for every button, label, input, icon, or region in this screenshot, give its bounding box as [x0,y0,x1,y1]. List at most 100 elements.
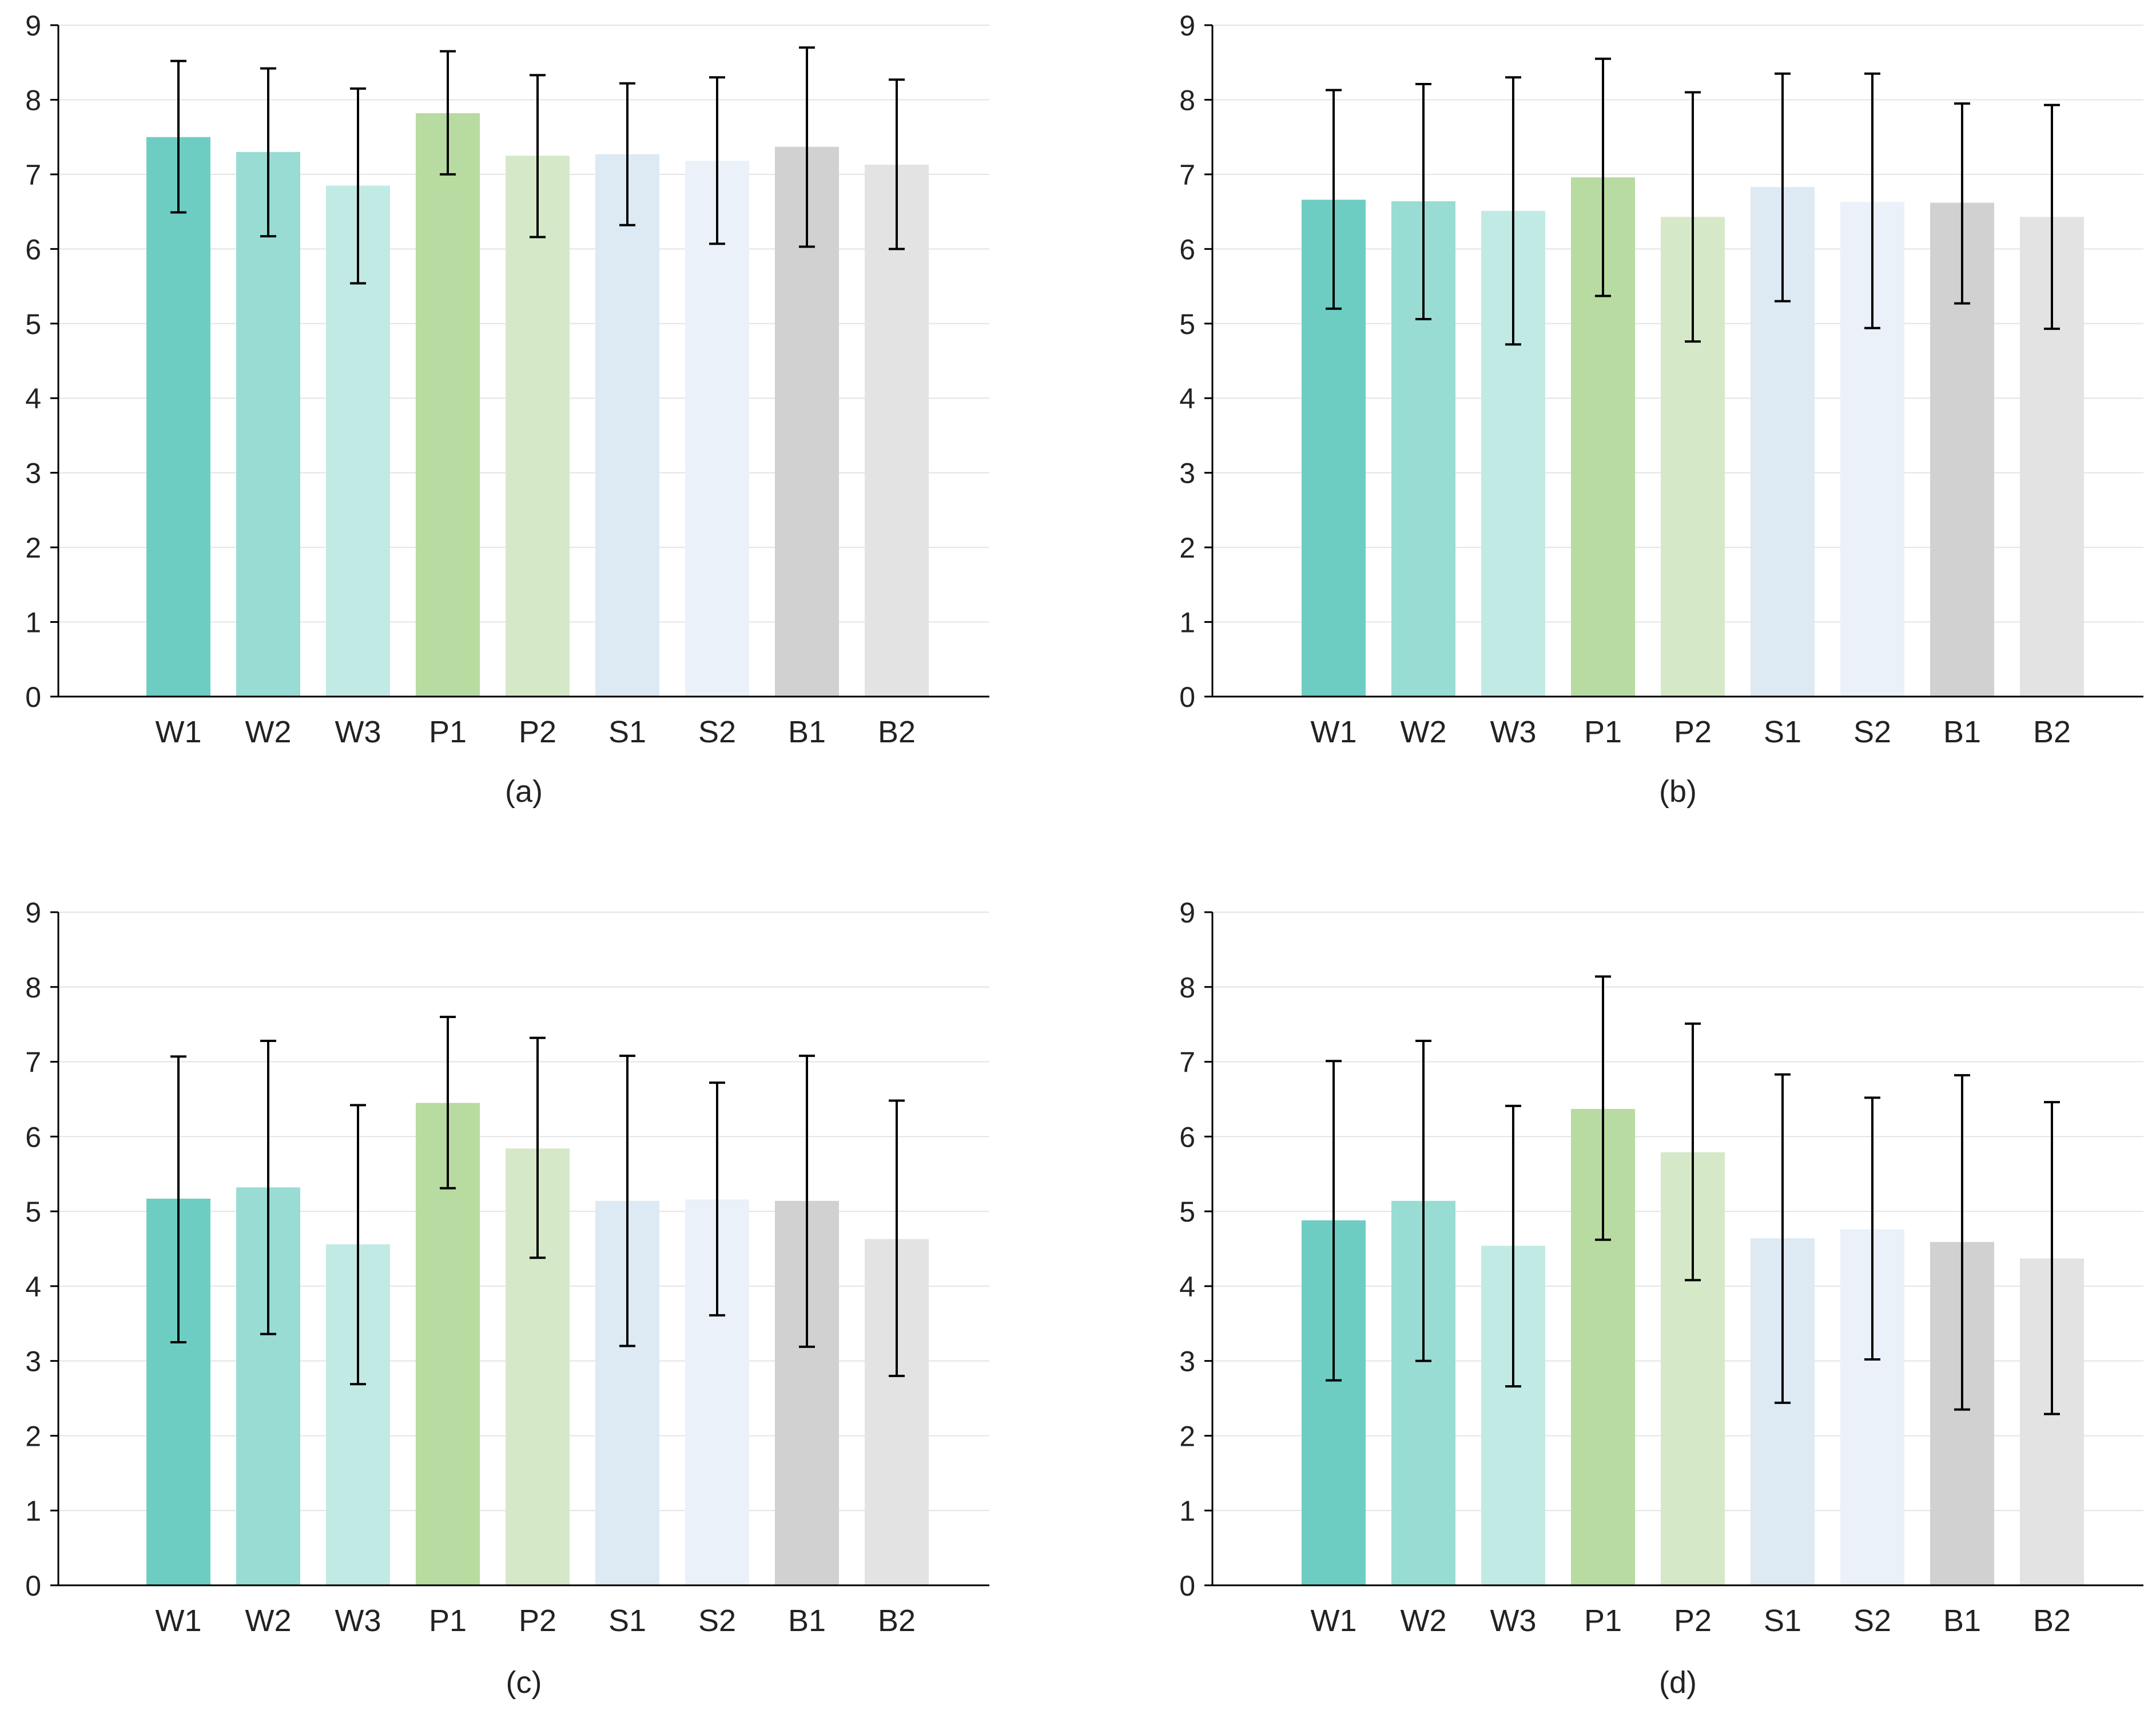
x-category-label: S2 [1853,1604,1891,1638]
bar-w2 [236,152,300,697]
x-category-label: W1 [156,1604,202,1638]
y-tick-label: 5 [1179,308,1195,340]
x-category-label: W1 [1311,715,1357,749]
x-category-label: S1 [1764,715,1801,749]
error-bar-s2 [709,76,725,245]
x-category-label: S2 [698,1604,736,1638]
panel-b: 0 1 2 3 4 5 6 7 8 9 W1 W2 W3 P1 P2 S1 S2 B1 B2 (b) [1179,10,2143,809]
y-tick-label: 8 [1179,972,1195,1004]
y-tick-label: 3 [25,1346,41,1378]
y-tick-label: 5 [1179,1196,1195,1228]
error-bar-p1 [1595,57,1611,297]
x-category-label: P2 [1674,715,1712,749]
y-tick-label: 2 [25,532,41,564]
y-tick-label: 1 [25,607,41,639]
error-bar-b1 [1954,102,1970,305]
y-tick-label: 9 [25,10,41,42]
y-tick-label: 2 [1179,532,1195,564]
x-category-label: W3 [335,1604,381,1638]
error-bar-w1 [1326,89,1342,310]
x-category-label: P1 [1584,715,1622,749]
y-tick-label: 1 [1179,607,1195,639]
error-bar-b1 [799,46,815,248]
x-category-label: P1 [1584,1604,1622,1638]
x-category-label: B2 [2033,1604,2071,1638]
x-category-label: P1 [429,1604,467,1638]
error-bar-b1 [1954,1074,1970,1411]
y-tick-label: 1 [25,1495,41,1527]
panel-label: (a) [505,774,543,809]
x-category-label: W2 [1401,715,1447,749]
error-bar-b2 [889,78,905,250]
panel-label: (b) [1659,774,1697,809]
error-bar-w1 [1326,1060,1342,1382]
error-bar-w3 [1505,1104,1521,1388]
error-bar-w2 [260,67,276,238]
error-bar-p2 [530,1036,546,1259]
x-category-label: B2 [878,1604,916,1638]
error-bar-s1 [619,82,635,226]
x-category-label: S1 [608,1604,646,1638]
x-category-label: B1 [1943,1604,1981,1638]
error-bar-s2 [1864,72,1880,329]
y-tick-label: 4 [1179,383,1195,415]
panel-d: 0 1 2 3 4 5 6 7 8 9 W1 W2 W3 P1 P2 S1 S2 B1 B2 (d) [1179,897,2143,1700]
y-tick-label: 4 [25,383,41,415]
y-tick-label: 4 [1179,1271,1195,1303]
error-bar-s1 [1775,1073,1791,1404]
error-bar-p1 [440,50,456,176]
x-category-label: B1 [788,715,826,749]
x-category-label: W3 [1490,715,1537,749]
error-bar-p2 [1685,1022,1701,1282]
panel-label: (c) [506,1665,542,1700]
y-tick-label: 7 [1179,159,1195,191]
x-category-label: B2 [878,715,916,749]
error-bar-p2 [530,74,546,238]
x-category-label: S1 [608,715,646,749]
bar-w1 [146,137,210,697]
y-tick-label: 3 [1179,1346,1195,1378]
bar-s1 [595,154,659,697]
error-bar-p1 [1595,975,1611,1241]
y-tick-label: 2 [25,1420,41,1452]
y-tick-label: 7 [1179,1047,1195,1079]
error-bar-b2 [2044,104,2060,330]
y-tick-label: 4 [25,1271,41,1303]
y-tick-label: 7 [25,159,41,191]
x-category-label: W2 [245,715,292,749]
y-tick-label: 6 [1179,1121,1195,1153]
x-category-label: P2 [519,715,556,749]
x-category-label: P2 [519,1604,556,1638]
x-category-label: W1 [156,715,202,749]
error-bar-p2 [1685,91,1701,343]
bar-p2 [506,156,570,697]
y-tick-label: 8 [25,972,41,1004]
bar-s2 [685,161,749,697]
error-bar-s2 [1864,1096,1880,1361]
y-tick-label: 3 [1179,458,1195,490]
y-tick-label: 8 [25,84,41,116]
error-bar-w2 [260,1039,276,1335]
y-tick-label: 9 [1179,897,1195,929]
y-tick-label: 1 [1179,1495,1195,1527]
y-tick-label: 3 [25,458,41,490]
y-tick-label: 5 [25,308,41,340]
y-tick-label: 6 [25,233,41,265]
panel-a: 0 1 2 3 4 5 6 7 8 9 W1 W2 W3 P1 P2 S1 S2 B1 B2 (a) [25,10,989,809]
error-bar-s1 [1775,72,1791,303]
x-category-label: W3 [335,715,381,749]
y-tick-label: 9 [25,897,41,929]
error-bar-b2 [2044,1101,2060,1415]
error-bar-w1 [170,1055,186,1343]
error-bar-b1 [799,1055,815,1348]
panel-c: 0 1 2 3 4 5 6 7 8 9 W1 W2 W3 P1 P2 S1 S2 B1 B2 (c) [25,897,989,1700]
y-tick-label: 2 [1179,1420,1195,1452]
panel-label: (d) [1659,1665,1697,1700]
error-bar-w3 [1505,76,1521,346]
error-bar-w3 [350,87,366,285]
x-category-label: W2 [1401,1604,1447,1638]
x-category-label: B1 [1943,715,1981,749]
y-tick-label: 8 [1179,84,1195,116]
y-tick-label: 6 [25,1121,41,1153]
